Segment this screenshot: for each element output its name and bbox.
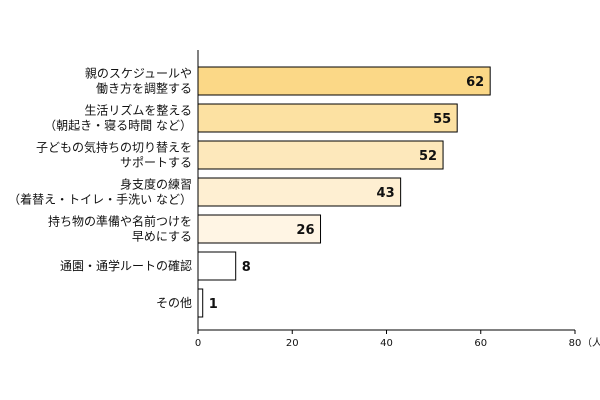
bar	[197, 251, 237, 281]
category-label: サポートする	[120, 156, 192, 170]
category-label: 生活リズムを整える	[84, 103, 192, 118]
category-label: 働き方を調整する	[96, 81, 192, 96]
x-tick-label: 80	[569, 338, 582, 349]
category-label: その他	[156, 296, 192, 310]
x-tick-label: 60	[474, 338, 487, 349]
category-label: 親のスケジュールや	[85, 67, 192, 81]
category-label: 子どもの気持ちの切り替えを	[36, 140, 192, 155]
category-label: （着替え・トイレ・手洗い など）	[8, 192, 192, 207]
bar	[197, 103, 458, 133]
category-label: （朝起き・寝る時間 など）	[44, 118, 192, 133]
category-label: 通園・通学ルートの確認	[60, 258, 192, 273]
bar	[197, 288, 204, 318]
bar-value-label: 43	[377, 186, 395, 201]
category-label: 早めにする	[132, 230, 192, 244]
category-label: 身支度の練習	[120, 177, 192, 192]
x-axis-unit: （人）	[582, 337, 600, 349]
bar	[197, 66, 491, 96]
bar-value-label: 26	[296, 223, 314, 238]
category-label: 持ち物の準備や名前つけを	[48, 214, 192, 229]
bar	[197, 214, 322, 244]
bar-value-label: 52	[419, 149, 437, 164]
bar-value-label: 8	[242, 260, 251, 275]
bar	[197, 140, 444, 170]
x-tick-label: 20	[286, 338, 299, 349]
bar-value-label: 1	[209, 297, 218, 312]
x-tick-label: 0	[195, 338, 201, 349]
x-tick-label: 40	[380, 338, 393, 349]
bar-value-label: 55	[433, 112, 451, 127]
bar-layer	[197, 66, 491, 318]
bar-value-label: 62	[466, 75, 484, 90]
bar	[197, 177, 402, 207]
